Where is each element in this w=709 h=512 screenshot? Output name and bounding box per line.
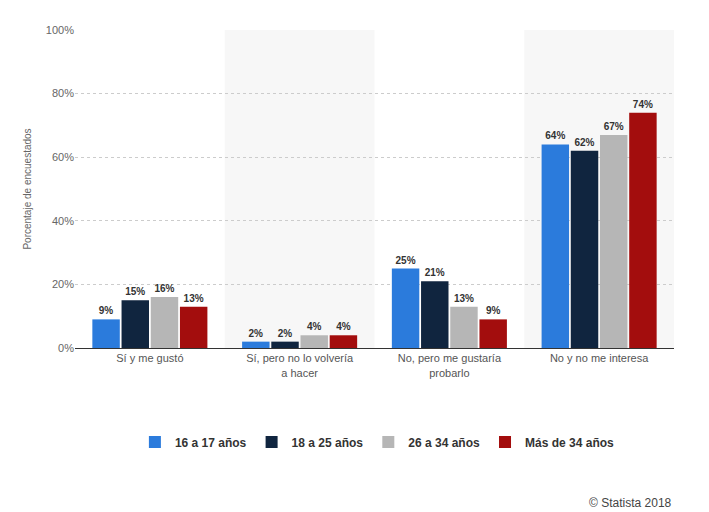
svg-text:21%: 21%: [425, 267, 445, 278]
svg-text:Más de 34 años: Más de 34 años: [525, 436, 614, 450]
svg-text:40%: 40%: [52, 215, 74, 227]
svg-text:74%: 74%: [633, 99, 653, 110]
svg-text:4%: 4%: [336, 321, 351, 332]
svg-text:26 a 34 años: 26 a 34 años: [408, 436, 480, 450]
svg-text:Sí y me gustó: Sí y me gustó: [116, 352, 183, 364]
svg-text:9%: 9%: [486, 305, 501, 316]
svg-text:Sí, pero no lo volveríaa hacer: Sí, pero no lo volveríaa hacer: [246, 352, 354, 378]
svg-text:80%: 80%: [52, 87, 74, 99]
svg-text:62%: 62%: [574, 137, 594, 148]
svg-text:18 a 25 años: 18 a 25 años: [292, 436, 364, 450]
svg-text:Porcentaje de encuestados: Porcentaje de encuestados: [22, 128, 33, 249]
svg-text:9%: 9%: [99, 305, 114, 316]
svg-text:15%: 15%: [125, 286, 145, 297]
svg-text:60%: 60%: [52, 151, 74, 163]
svg-text:16 a 17 años: 16 a 17 años: [175, 436, 247, 450]
svg-text:67%: 67%: [604, 121, 624, 132]
svg-text:13%: 13%: [454, 293, 474, 304]
svg-text:No y no me interesa: No y no me interesa: [550, 352, 649, 364]
svg-text:64%: 64%: [545, 130, 565, 141]
svg-text:2%: 2%: [278, 328, 293, 339]
svg-text:0%: 0%: [58, 342, 74, 354]
svg-text:No, pero me gustaríaprobarlo: No, pero me gustaríaprobarlo: [398, 352, 502, 378]
svg-text:© Statista 2018: © Statista 2018: [589, 496, 672, 510]
svg-text:13%: 13%: [184, 293, 204, 304]
svg-text:100%: 100%: [46, 24, 74, 36]
svg-text:4%: 4%: [307, 321, 322, 332]
svg-text:20%: 20%: [52, 278, 74, 290]
svg-text:16%: 16%: [154, 283, 174, 294]
svg-text:2%: 2%: [249, 328, 264, 339]
svg-text:25%: 25%: [396, 255, 416, 266]
